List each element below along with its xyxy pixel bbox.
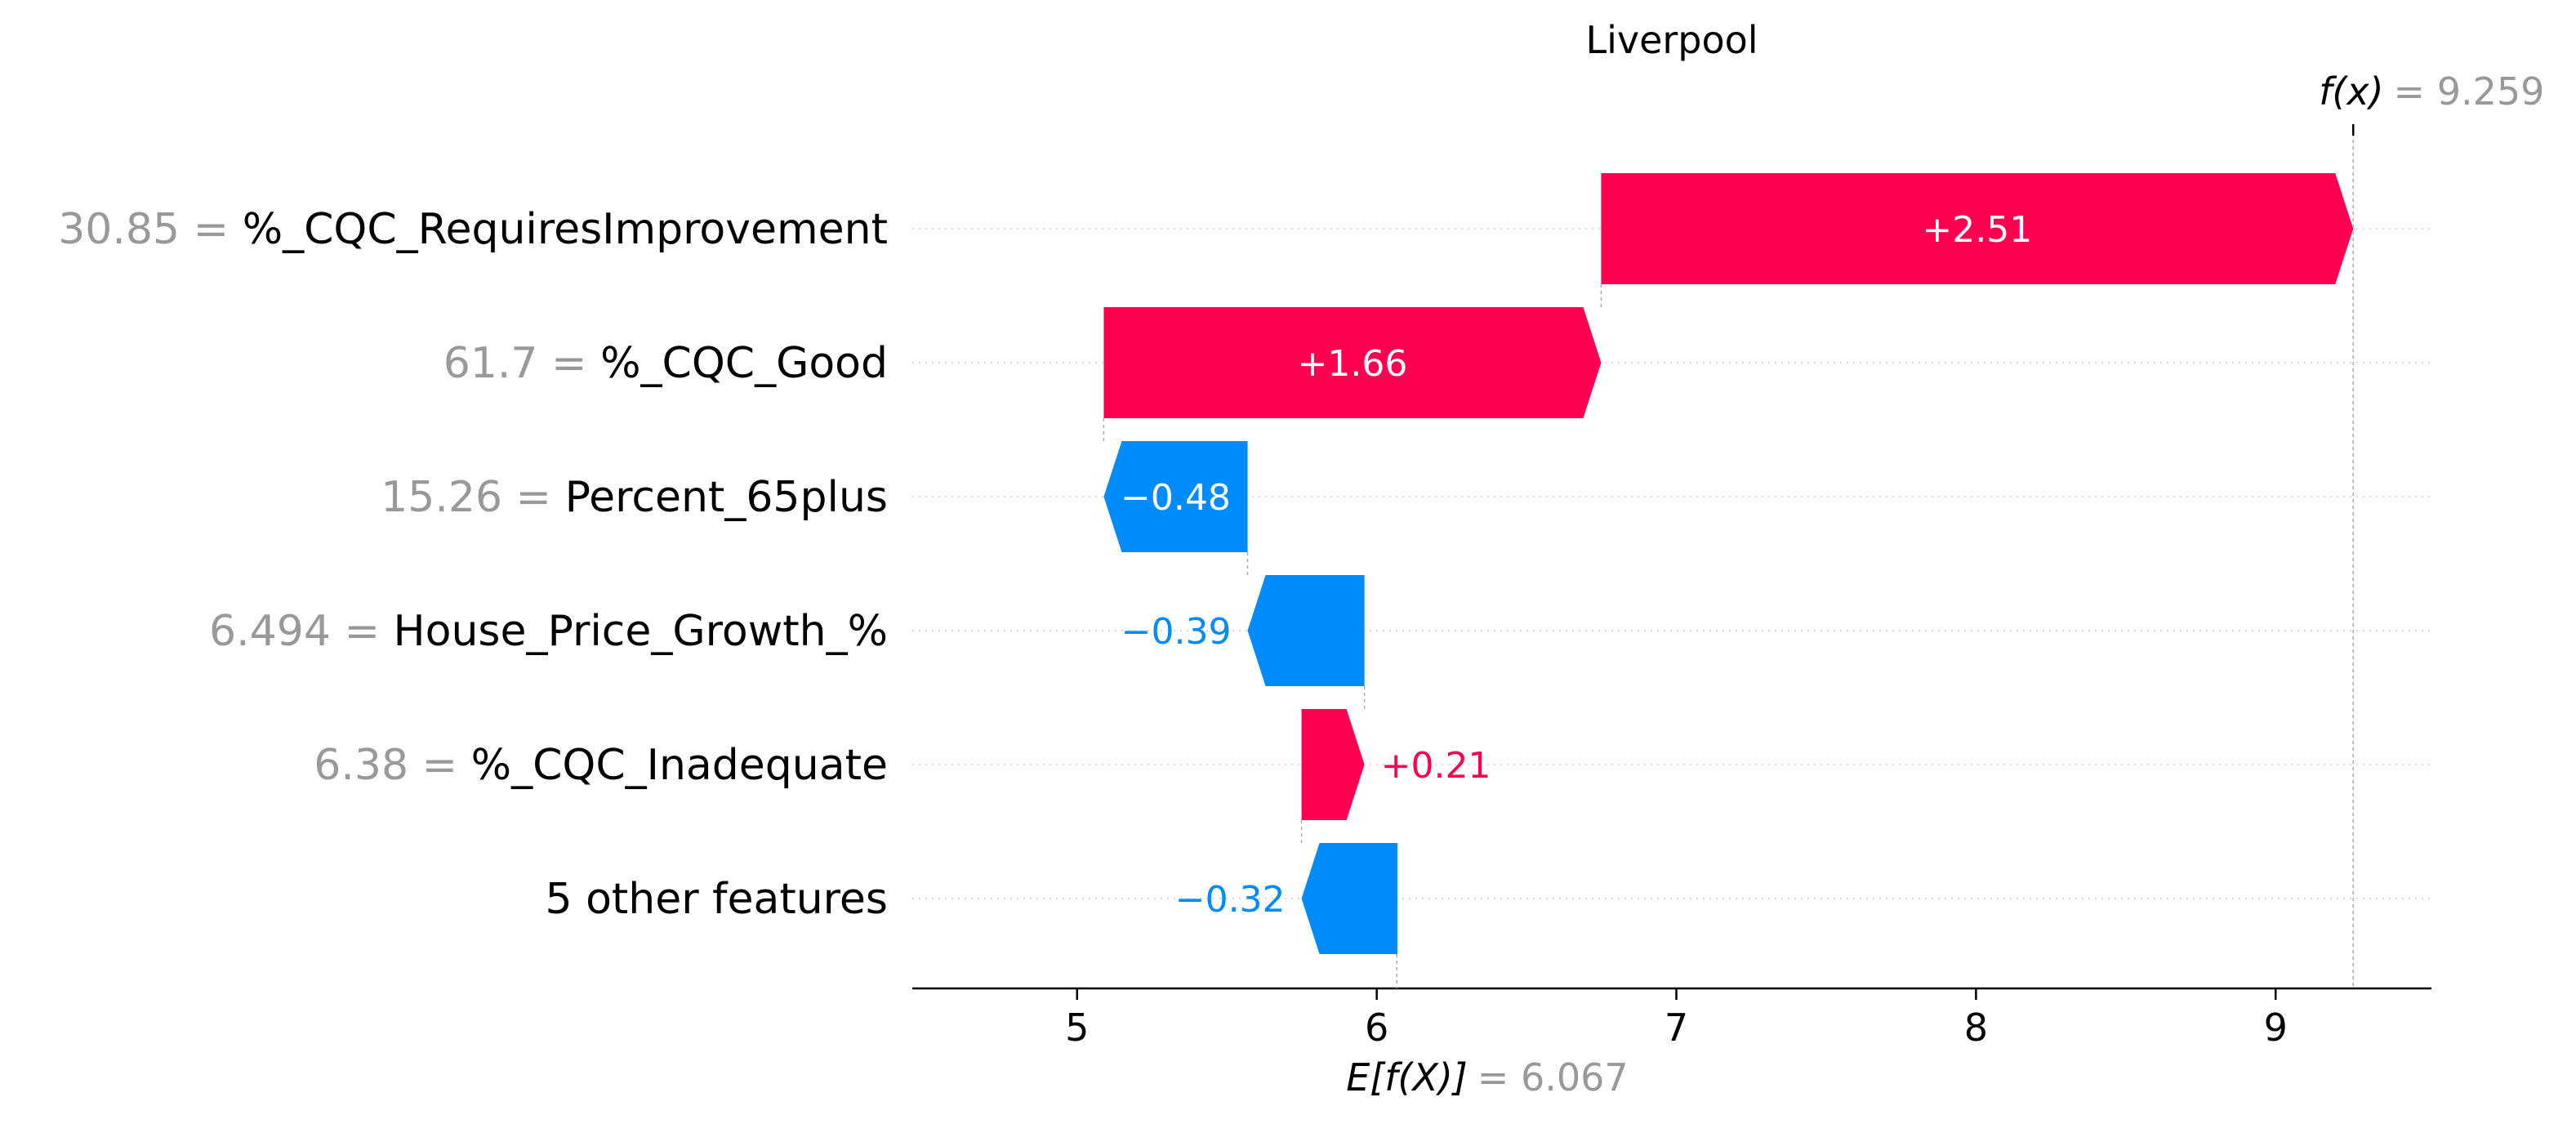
feature-name: %_CQC_RequiresImprovement bbox=[243, 205, 888, 254]
chart-title: Liverpool bbox=[1585, 18, 1758, 62]
base-value-number: = 6.067 bbox=[1477, 1055, 1629, 1099]
positive-bar bbox=[1601, 173, 2354, 284]
feature-value: 30.85 = bbox=[58, 205, 243, 254]
x-tick-label: 6 bbox=[1365, 1006, 1388, 1050]
feature-label: 61.7 = %_CQC_Good bbox=[443, 339, 888, 388]
feature-name: %_CQC_Good bbox=[600, 339, 888, 388]
bar-value-label: +1.66 bbox=[1298, 343, 1408, 385]
feature-label: 15.26 = Percent_65plus bbox=[381, 473, 888, 522]
feature-value: 15.26 = bbox=[381, 473, 565, 522]
output-value-number: = 9.259 bbox=[2394, 69, 2545, 114]
output-value-annotation: f(x) = 9.259 bbox=[2319, 69, 2544, 114]
x-tick-label: 8 bbox=[1964, 1006, 1988, 1050]
value-annotations: f(x) = 9.259 E[f(X)] = 6.067 bbox=[1346, 69, 2544, 1099]
feature-value: 61.7 = bbox=[443, 339, 600, 388]
base-value-annotation: E[f(X)] = 6.067 bbox=[1346, 1055, 1628, 1099]
feature-name: Percent_65plus bbox=[565, 473, 888, 522]
bar-value-label: −0.39 bbox=[1121, 611, 1232, 653]
x-tick-label: 5 bbox=[1065, 1006, 1089, 1050]
base-value-name: E[f(X)] bbox=[1346, 1055, 1468, 1099]
feature-name: %_CQC_Inadequate bbox=[471, 741, 888, 790]
feature-label: 30.85 = %_CQC_RequiresImprovement bbox=[58, 205, 888, 254]
bar-value-label: +2.51 bbox=[1922, 209, 2032, 251]
negative-bar bbox=[1247, 575, 1365, 686]
feature-label: 6.494 = House_Price_Growth_% bbox=[209, 607, 888, 656]
x-tick-label: 7 bbox=[1665, 1006, 1688, 1050]
feature-value: 6.38 = bbox=[314, 741, 470, 790]
output-value-name: f(x) bbox=[2319, 69, 2383, 114]
feature-label: 6.38 = %_CQC_Inadequate bbox=[314, 741, 888, 790]
x-tick-label: 9 bbox=[2264, 1006, 2288, 1050]
feature-label: 5 other features bbox=[545, 875, 888, 924]
bar-value-label: −0.48 bbox=[1121, 477, 1231, 519]
feature-value: 6.494 = bbox=[209, 607, 394, 656]
feature-rows: 30.85 = %_CQC_RequiresImprovement +2.51 61… bbox=[58, 173, 2431, 954]
bar-value-label: −0.32 bbox=[1175, 879, 1286, 921]
negative-bar bbox=[1103, 441, 1248, 552]
bar-value-label: +0.21 bbox=[1381, 745, 1491, 787]
positive-bar bbox=[1301, 709, 1365, 820]
x-axis: 5 6 7 8 9 bbox=[912, 987, 2431, 1050]
feature-name: 5 other features bbox=[545, 875, 888, 924]
positive-bar bbox=[1103, 307, 1602, 418]
feature-name: House_Price_Growth_% bbox=[394, 607, 888, 656]
negative-bar bbox=[1301, 843, 1397, 954]
